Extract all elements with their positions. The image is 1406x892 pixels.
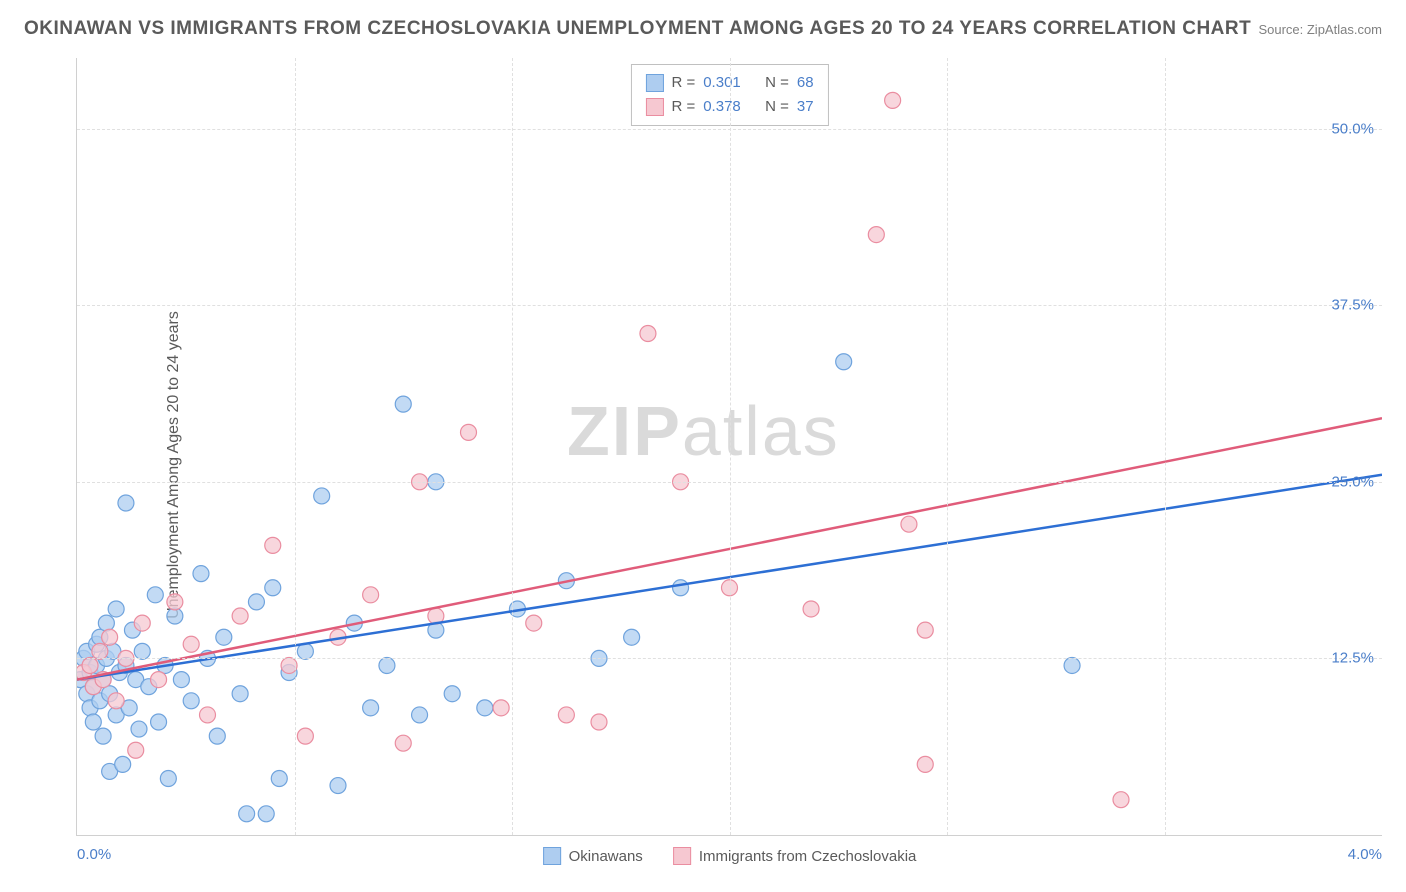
data-point-immigrants — [917, 756, 933, 772]
data-point-okinawans — [183, 693, 199, 709]
y-tick-label: 37.5% — [1331, 297, 1374, 314]
data-point-okinawans — [444, 686, 460, 702]
data-point-okinawans — [216, 629, 232, 645]
data-point-okinawans — [173, 672, 189, 688]
data-point-okinawans — [248, 594, 264, 610]
data-point-immigrants — [493, 700, 509, 716]
data-point-okinawans — [151, 714, 167, 730]
swatch-immigrants-icon — [645, 98, 663, 116]
data-point-okinawans — [836, 354, 852, 370]
r-label: R = — [671, 71, 695, 95]
data-point-immigrants — [167, 594, 183, 610]
data-point-immigrants — [461, 424, 477, 440]
data-point-immigrants — [265, 537, 281, 553]
n-label: N = — [765, 71, 789, 95]
data-point-immigrants — [917, 622, 933, 638]
data-point-okinawans — [379, 657, 395, 673]
data-point-okinawans — [131, 721, 147, 737]
data-point-okinawans — [147, 587, 163, 603]
legend-label-okinawans: Okinawans — [569, 848, 643, 865]
data-point-immigrants — [128, 742, 144, 758]
data-point-okinawans — [395, 396, 411, 412]
data-point-okinawans — [118, 495, 134, 511]
x-axis-min-label: 0.0% — [77, 846, 111, 863]
data-point-okinawans — [412, 707, 428, 723]
data-point-okinawans — [134, 643, 150, 659]
data-point-immigrants — [183, 636, 199, 652]
gridline-v — [295, 58, 296, 835]
data-point-immigrants — [868, 227, 884, 243]
plot-area: ZIPatlas R = 0.301 N = 68 R = 0.378 N = … — [76, 58, 1382, 836]
data-point-okinawans — [477, 700, 493, 716]
chart-title: OKINAWAN VS IMMIGRANTS FROM CZECHOSLOVAK… — [24, 18, 1251, 40]
data-point-okinawans — [330, 778, 346, 794]
data-point-okinawans — [271, 770, 287, 786]
data-point-immigrants — [640, 325, 656, 341]
y-tick-label: 50.0% — [1331, 120, 1374, 137]
data-point-immigrants — [102, 629, 118, 645]
legend-item-immigrants: Immigrants from Czechoslovakia — [673, 847, 917, 865]
data-point-immigrants — [297, 728, 313, 744]
data-point-immigrants — [526, 615, 542, 631]
series-legend: Okinawans Immigrants from Czechoslovakia — [543, 847, 917, 865]
data-point-okinawans — [363, 700, 379, 716]
swatch-immigrants-icon — [673, 847, 691, 865]
data-point-immigrants — [200, 707, 216, 723]
data-point-immigrants — [108, 693, 124, 709]
n-value-okinawans: 68 — [797, 71, 814, 95]
n-label: N = — [765, 95, 789, 119]
data-point-immigrants — [558, 707, 574, 723]
data-point-immigrants — [803, 601, 819, 617]
data-point-okinawans — [232, 686, 248, 702]
data-point-immigrants — [901, 516, 917, 532]
data-point-okinawans — [98, 615, 114, 631]
legend-item-okinawans: Okinawans — [543, 847, 643, 865]
data-point-okinawans — [108, 601, 124, 617]
data-point-okinawans — [673, 580, 689, 596]
data-point-okinawans — [193, 566, 209, 582]
data-point-okinawans — [258, 806, 274, 822]
data-point-okinawans — [115, 756, 131, 772]
n-value-immigrants: 37 — [797, 95, 814, 119]
data-point-okinawans — [160, 770, 176, 786]
data-point-okinawans — [209, 728, 225, 744]
gridline-v — [947, 58, 948, 835]
gridline-v — [1165, 58, 1166, 835]
data-point-immigrants — [92, 643, 108, 659]
data-point-immigrants — [591, 714, 607, 730]
data-point-okinawans — [85, 714, 101, 730]
gridline-v — [512, 58, 513, 835]
y-tick-label: 12.5% — [1331, 650, 1374, 667]
r-value-immigrants: 0.378 — [703, 95, 741, 119]
source-citation: Source: ZipAtlas.com — [1258, 22, 1382, 37]
data-point-immigrants — [1113, 792, 1129, 808]
data-point-okinawans — [95, 728, 111, 744]
r-label: R = — [671, 95, 695, 119]
data-point-immigrants — [363, 587, 379, 603]
data-point-okinawans — [1064, 657, 1080, 673]
data-point-okinawans — [624, 629, 640, 645]
x-axis-max-label: 4.0% — [1348, 846, 1382, 863]
swatch-okinawans-icon — [543, 847, 561, 865]
gridline-v — [730, 58, 731, 835]
data-point-immigrants — [885, 92, 901, 108]
chart-container: Unemployment Among Ages 20 to 24 years Z… — [24, 58, 1382, 872]
data-point-okinawans — [239, 806, 255, 822]
data-point-immigrants — [232, 608, 248, 624]
data-point-okinawans — [314, 488, 330, 504]
data-point-immigrants — [151, 672, 167, 688]
y-tick-label: 25.0% — [1331, 473, 1374, 490]
legend-label-immigrants: Immigrants from Czechoslovakia — [699, 848, 917, 865]
data-point-okinawans — [265, 580, 281, 596]
r-value-okinawans: 0.301 — [703, 71, 741, 95]
swatch-okinawans-icon — [645, 74, 663, 92]
data-point-immigrants — [82, 657, 98, 673]
data-point-immigrants — [134, 615, 150, 631]
data-point-immigrants — [395, 735, 411, 751]
